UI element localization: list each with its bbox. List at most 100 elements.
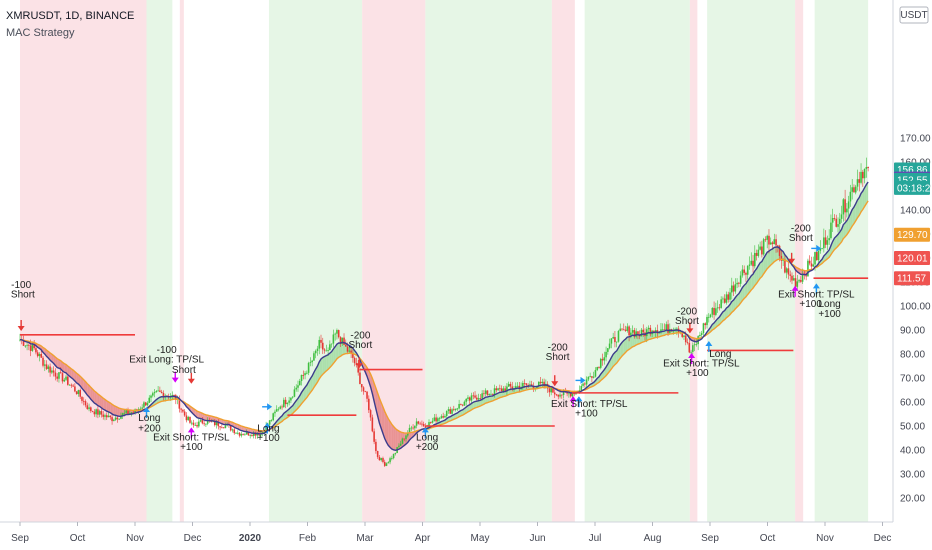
ma-fill-segment <box>163 396 166 402</box>
candle-body <box>422 424 425 427</box>
y-tick-label: 60.00 <box>900 398 925 409</box>
ma-fill-segment <box>742 285 745 301</box>
candle-body <box>295 387 298 390</box>
ma-fill-segment <box>89 385 91 400</box>
candle-body <box>185 415 188 421</box>
candle-body <box>148 397 151 403</box>
candle-body <box>605 351 607 358</box>
candle-body <box>750 260 753 265</box>
candle-body <box>63 379 66 382</box>
ma-fill-segment <box>315 365 318 385</box>
ma-fill-segment <box>800 269 803 275</box>
candle-body <box>817 250 820 261</box>
ma-fill-segment <box>381 402 383 434</box>
ma-fill-segment <box>310 375 313 393</box>
candle-body <box>224 425 227 429</box>
candle-body <box>406 432 409 436</box>
x-tick-label: Nov <box>816 533 834 544</box>
candle-body <box>784 259 786 273</box>
ma-fill-segment <box>85 381 88 396</box>
candle-body <box>506 386 508 392</box>
candle-body <box>495 388 498 391</box>
candle-body <box>182 409 184 412</box>
trade-annotation: Long <box>138 413 160 424</box>
ma-fill-segment <box>83 379 86 393</box>
ma-fill-segment <box>843 222 846 239</box>
candle-body <box>846 208 848 213</box>
exit-arrow-icon <box>187 427 195 439</box>
candle-body <box>341 337 344 344</box>
ma-fill-segment <box>57 358 59 369</box>
candle-body <box>649 327 652 335</box>
trade-annotation: Short <box>11 290 35 301</box>
ma-fill-segment <box>740 287 743 304</box>
ma-fill-segment <box>241 425 244 432</box>
candle-body <box>274 411 276 414</box>
candle-body <box>190 422 193 424</box>
candle-body <box>143 402 145 408</box>
candle-body <box>532 386 535 389</box>
short-arrow-icon <box>187 372 195 384</box>
candle-body <box>862 171 864 179</box>
price-tag: 03:18:28 <box>894 180 932 195</box>
candle-body <box>146 402 149 406</box>
candle-body <box>113 419 115 422</box>
ma-fill-segment <box>515 388 518 393</box>
candle-body <box>755 252 758 256</box>
candle-body <box>352 352 354 358</box>
candle-body <box>791 275 793 281</box>
ma-fill-segment <box>482 398 484 406</box>
trade-annotation: +100 <box>180 442 203 453</box>
signal-band-red <box>551 0 575 522</box>
candle-body <box>599 358 602 368</box>
candle-body <box>203 423 205 425</box>
candle-body <box>36 352 39 357</box>
candle-body <box>835 218 838 227</box>
candle-body <box>454 408 457 411</box>
candle-body <box>249 435 251 436</box>
candle-body <box>150 395 152 398</box>
long-arrow-icon <box>812 283 820 295</box>
candle-body <box>360 384 363 388</box>
candle-body <box>105 415 108 418</box>
candle-body <box>298 380 301 386</box>
candle-body <box>45 364 48 369</box>
short-arrow-icon <box>788 252 796 264</box>
candle-body <box>624 329 627 331</box>
candle-body <box>584 383 586 385</box>
candle-body <box>88 407 90 410</box>
ma-fill-segment <box>303 387 306 402</box>
long-arrow-icon <box>811 244 822 252</box>
candle-body <box>72 385 74 387</box>
candle-body <box>603 357 606 361</box>
short-arrow-icon <box>355 357 363 369</box>
short-arrow-icon <box>551 375 559 387</box>
candle-body <box>102 414 105 417</box>
candle-body <box>353 357 356 364</box>
candle-body <box>175 395 177 401</box>
currency-button[interactable]: USDT <box>899 6 929 24</box>
candle-body <box>58 372 60 379</box>
ma-fill-segment <box>108 401 111 413</box>
candle-body <box>394 453 397 454</box>
candle-body <box>785 268 788 273</box>
candle-body <box>663 329 666 331</box>
ma-fill-segment <box>618 344 621 361</box>
candle-body <box>256 433 259 436</box>
price-tag-label: 152.55 <box>897 175 928 186</box>
candle-body <box>796 281 799 287</box>
candle-body <box>647 327 650 330</box>
ma-fill-segment <box>87 383 90 398</box>
candle-body <box>867 166 869 168</box>
candle-body <box>514 386 517 389</box>
candle-body <box>477 398 480 400</box>
candle-body <box>121 413 124 416</box>
candle-body <box>826 240 829 245</box>
candle-body <box>522 383 524 387</box>
candle-body <box>842 199 845 215</box>
candle-body <box>417 421 420 424</box>
ma-fill-segment <box>726 306 729 318</box>
candle-body <box>311 360 313 363</box>
